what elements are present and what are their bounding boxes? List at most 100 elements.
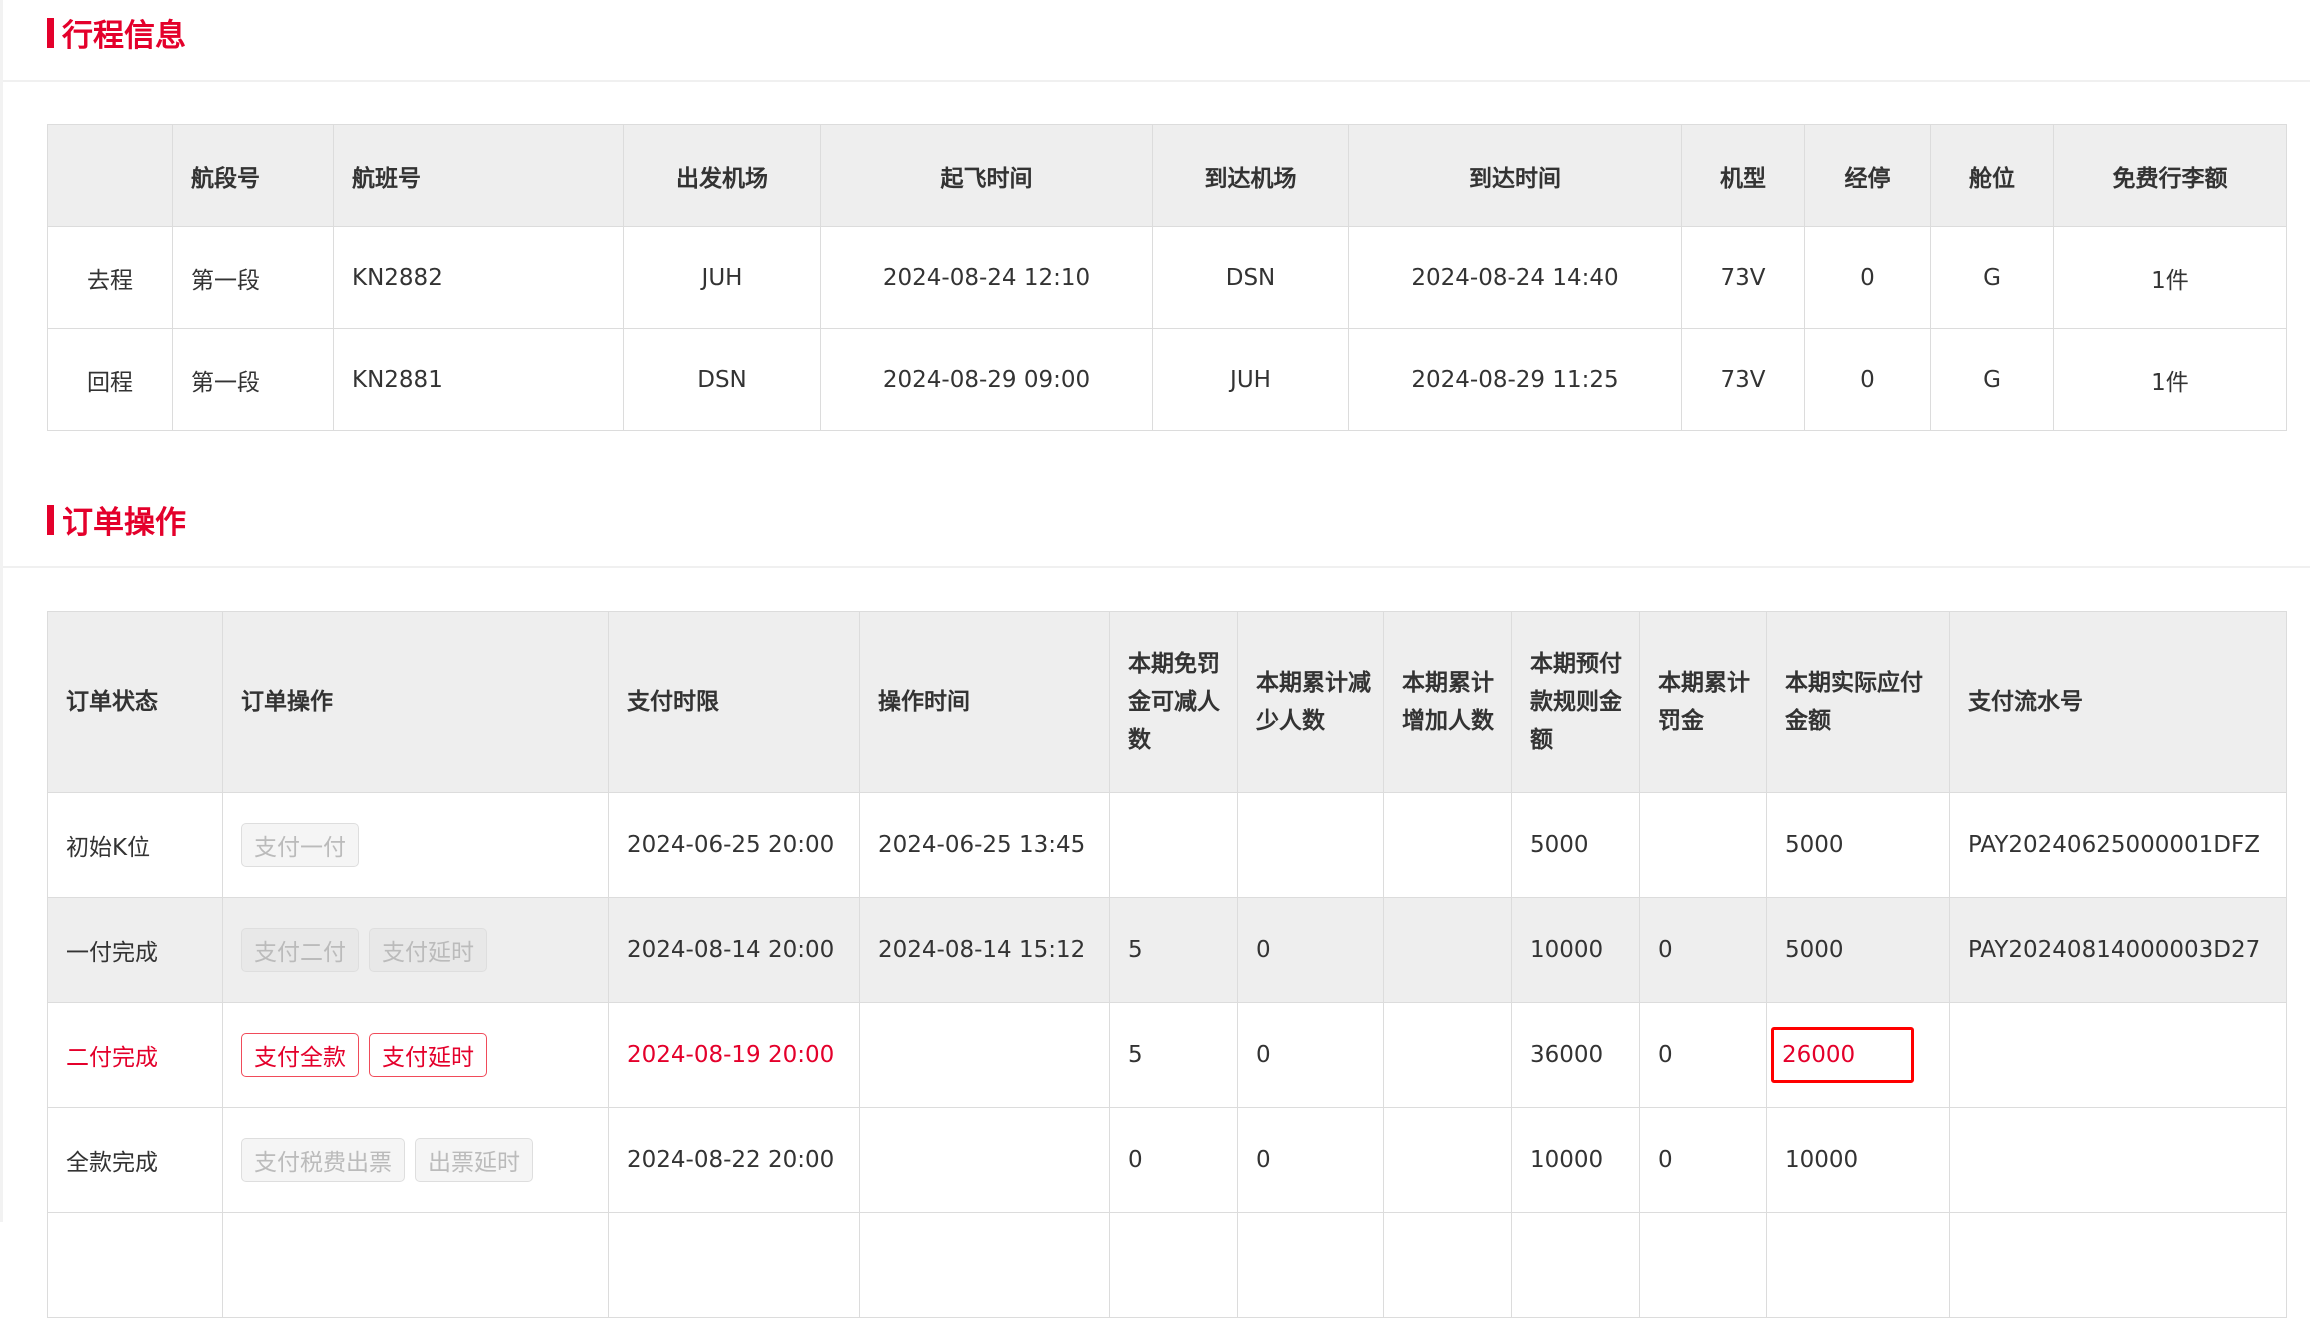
th-added: 本期累计增加人数: [1383, 611, 1512, 793]
cell: 2024-08-24 12:10: [820, 226, 1153, 329]
pay-first-button[interactable]: 支付一付: [241, 823, 359, 867]
th-deadline: 支付时限: [608, 611, 860, 793]
th: [47, 124, 173, 227]
serial: [1949, 1107, 2287, 1213]
trip-title-text: 行程信息: [62, 18, 186, 54]
op-time: 2024-08-14 15:12: [859, 897, 1110, 1003]
th-penalty: 本期累计罚金: [1639, 611, 1767, 793]
order-row: 初始K位 支付一付 2024-06-25 20:00 2024-06-25 13…: [47, 792, 2287, 898]
actions: 支付税费出票 出票延时: [222, 1107, 609, 1213]
actions: 支付全款 支付延时: [222, 1002, 609, 1108]
free-reduce: [1109, 792, 1238, 898]
th-free-reduce: 本期免罚金可减人数: [1109, 611, 1238, 793]
cell: 73V: [1681, 328, 1805, 431]
divider: [3, 566, 2310, 568]
penalty: [1639, 792, 1767, 898]
status: 一付完成: [47, 897, 223, 1003]
cell: JUH: [1152, 328, 1349, 431]
th-actions: 订单操作: [222, 611, 609, 793]
title-bar: [47, 504, 54, 535]
th-aircraft: 机型: [1681, 124, 1805, 227]
order-row: 全款完成 支付税费出票 出票延时 2024-08-22 20:00 0 0 100…: [47, 1107, 2287, 1213]
th-stops: 经停: [1804, 124, 1931, 227]
th-departure-time: 起飞时间: [820, 124, 1153, 227]
orders-title-text: 订单操作: [62, 505, 186, 541]
cell: 73V: [1681, 226, 1805, 329]
cell: [47, 1212, 223, 1318]
cell: [1766, 1212, 1950, 1318]
op-time: [859, 1002, 1110, 1108]
th-cabin: 舱位: [1930, 124, 2054, 227]
th-departure-airport: 出发机场: [623, 124, 821, 227]
section-title-trip: 行程信息: [47, 10, 186, 55]
th-segment: 航段号: [172, 124, 334, 227]
th-payable: 本期实际应付金额: [1766, 611, 1950, 793]
free-reduce: 0: [1109, 1107, 1238, 1213]
cell: G: [1930, 328, 2054, 431]
orders-table-header: 订单状态 订单操作 支付时限 操作时间 本期免罚金可减人数 本期累计减少人数 本…: [47, 611, 2287, 793]
cell: 0: [1804, 328, 1931, 431]
cell: [608, 1212, 860, 1318]
added: [1383, 897, 1512, 1003]
prepay: 36000: [1511, 1002, 1640, 1108]
serial: PAY20240625000001DFZ: [1949, 792, 2287, 898]
reduced: 0: [1237, 897, 1384, 1003]
cell: KN2882: [333, 226, 624, 329]
cell: [1949, 1212, 2287, 1318]
cell: [859, 1212, 1110, 1318]
orders-table: 订单状态 订单操作 支付时限 操作时间 本期免罚金可减人数 本期累计减少人数 本…: [47, 611, 2287, 1318]
page-edge: [0, 0, 3, 1222]
pay-full-button[interactable]: 支付全款: [241, 1033, 359, 1077]
free-reduce: 5: [1109, 1002, 1238, 1108]
th-reduced: 本期累计减少人数: [1237, 611, 1384, 793]
th-arrival-time: 到达时间: [1348, 124, 1682, 227]
cell: JUH: [623, 226, 821, 329]
trip-table: 航段号 航班号 出发机场 起飞时间 到达机场 到达时间 机型 经停 舱位 免费行…: [47, 124, 2287, 431]
cell: 2024-08-29 11:25: [1348, 328, 1682, 431]
prepay: 5000: [1511, 792, 1640, 898]
added: [1383, 792, 1512, 898]
cell: [222, 1212, 609, 1318]
op-time: 2024-06-25 13:45: [859, 792, 1110, 898]
ticket-delay-button[interactable]: 出票延时: [415, 1138, 533, 1182]
deadline: 2024-08-22 20:00: [608, 1107, 860, 1213]
cell: G: [1930, 226, 2054, 329]
th-serial: 支付流水号: [1949, 611, 2287, 793]
order-row: 一付完成 支付二付 支付延时 2024-08-14 20:00 2024-08-1…: [47, 897, 2287, 1003]
cell: KN2881: [333, 328, 624, 431]
reduced: [1237, 792, 1384, 898]
deadline: 2024-08-14 20:00: [608, 897, 860, 1003]
payable: 5000: [1766, 897, 1950, 1003]
th-arrival-airport: 到达机场: [1152, 124, 1349, 227]
order-row-partial: [47, 1212, 2287, 1318]
pay-delay-button[interactable]: 支付延时: [369, 1033, 487, 1077]
payable: 26000: [1766, 1002, 1950, 1108]
serial: [1949, 1002, 2287, 1108]
cell: 回程: [47, 328, 173, 431]
section-title-orders: 订单操作: [47, 497, 186, 542]
prepay: 10000: [1511, 1107, 1640, 1213]
status: 二付完成: [47, 1002, 223, 1108]
trip-row: 去程 第一段 KN2882 JUH 2024-08-24 12:10 DSN 2…: [47, 226, 2287, 329]
title-bar: [47, 17, 54, 48]
penalty: 0: [1639, 1002, 1767, 1108]
cell: 1件: [2053, 226, 2287, 329]
cell: DSN: [1152, 226, 1349, 329]
payable: 5000: [1766, 792, 1950, 898]
actions: 支付一付: [222, 792, 609, 898]
status: 初始K位: [47, 792, 223, 898]
cell: 2024-08-24 14:40: [1348, 226, 1682, 329]
pay-tax-ticket-button[interactable]: 支付税费出票: [241, 1138, 405, 1182]
cell: DSN: [623, 328, 821, 431]
reduced: 0: [1237, 1002, 1384, 1108]
status: 全款完成: [47, 1107, 223, 1213]
th-status: 订单状态: [47, 611, 223, 793]
cell: [1237, 1212, 1384, 1318]
prepay: 10000: [1511, 897, 1640, 1003]
pay-second-button[interactable]: 支付二付: [241, 928, 359, 972]
cell: [1511, 1212, 1640, 1318]
th-baggage: 免费行李额: [2053, 124, 2287, 227]
pay-delay-button[interactable]: 支付延时: [369, 928, 487, 972]
cell: 去程: [47, 226, 173, 329]
serial: PAY20240814000003D27: [1949, 897, 2287, 1003]
